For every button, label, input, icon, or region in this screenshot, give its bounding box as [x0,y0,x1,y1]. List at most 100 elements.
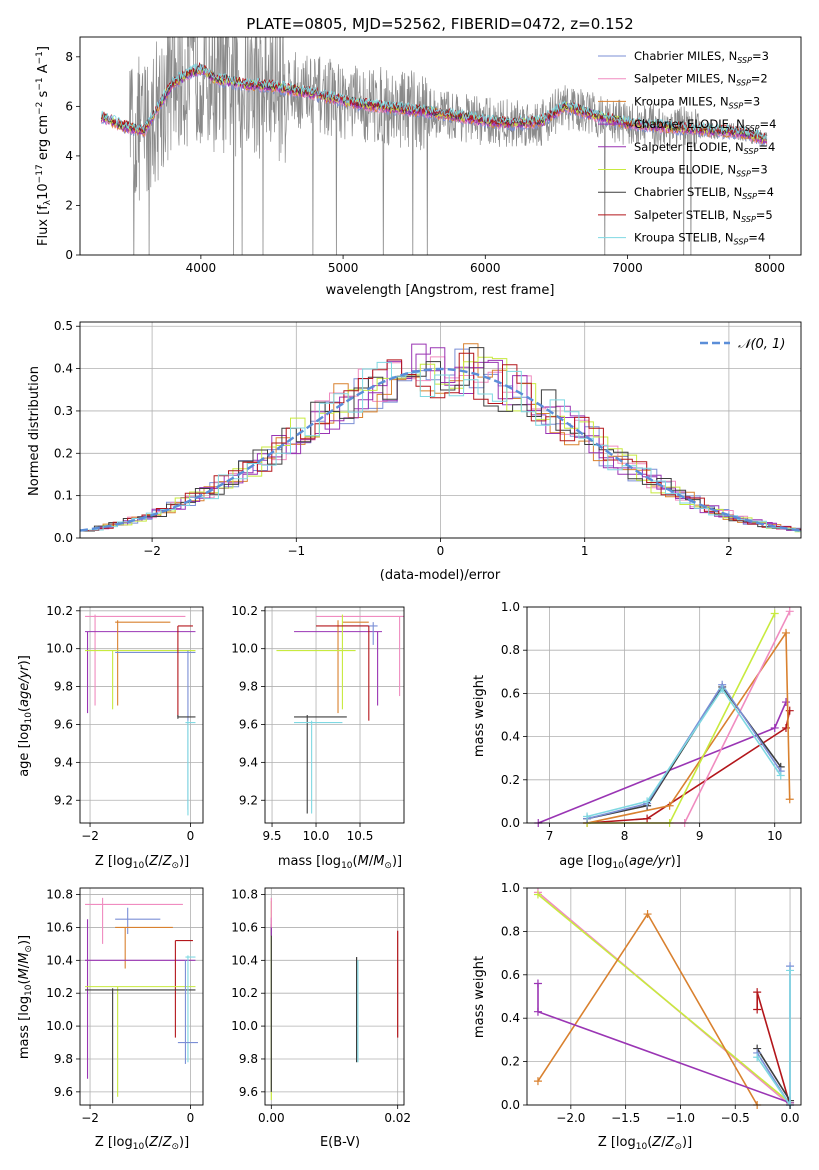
age-z-xlabel: Z [log10(Z/Z⊙)] [95,854,189,871]
y-tick-label: 0.8 [501,643,520,657]
mass-ylabel: mass [log10(M/M⊙)] [17,935,34,1059]
age-vs-mass-panel: 9.5 10.0 10.5 9.2 9.4 9.6 9.8 10.0 10.2 [231,604,405,843]
plot-area [85,614,196,816]
weight-marker [533,1007,542,1016]
weight-line [756,1048,791,1102]
plot-area [85,897,198,1104]
y-tick-label: 0.3 [54,404,73,418]
legend-label: 𝒩(0, 1) [738,337,785,352]
y-tick-label: 2 [65,198,73,212]
weight-line [586,685,782,820]
x-tick-label: 0 [187,829,195,843]
y-tick-label: 10.4 [46,953,73,967]
weight-marker [753,988,762,997]
weight-marker [753,1053,762,1062]
x-tick-label: −1.0 [666,1111,695,1125]
histogram-series [80,347,801,532]
y-tick-label: 1.0 [501,600,520,614]
weight-line [756,970,791,1108]
x-tick-label: 2 [725,544,733,558]
y-tick-label: 9.6 [239,717,258,731]
mass-z-xlabel: Z [log10(Z/Z⊙)] [95,1135,189,1152]
y-tick-label: 10.2 [231,986,258,1000]
plot-area [100,37,768,255]
x-tick-label: 8 [621,829,629,843]
mass-ebv-xlabel: E(B-V) [320,1135,360,1150]
model-line [100,62,768,141]
mw-z-ylabel: mass weight [472,956,487,1038]
x-tick-label: 7000 [612,261,643,275]
residual-panel: −2 −1 0 1 2 0.0 0.1 0.2 0.3 0.4 0.5 𝒩(0, 1) [54,319,802,558]
legend-label: Kroupa ELODIE, NSSP=3 [634,163,768,179]
x-tick-label: 9 [696,829,704,843]
y-tick-label: 6 [65,99,73,113]
y-tick-label: 10.8 [231,888,258,902]
axes-frame [264,606,405,824]
y-tick-label: 0.6 [501,968,520,982]
y-tick-label: 9.8 [54,1052,73,1066]
y-tick-label: 10.4 [231,953,258,967]
weight-marker [718,685,727,694]
axes-frame [264,887,405,1106]
weight-marker [776,771,785,780]
weight-line [586,687,782,818]
axes-frame [79,606,204,824]
legend-label: Salpeter STELIB, NSSP=5 [634,208,773,224]
y-tick-label: 10.0 [46,642,73,656]
y-tick-label: 9.6 [239,1085,258,1099]
histogram-series [84,352,801,531]
x-tick-label: −2 [81,1111,99,1125]
y-tick-label: 10.2 [46,986,73,1000]
y-tick-label: 9.8 [54,680,73,694]
y-tick-label: 1.0 [501,881,520,895]
x-tick-label: 10 [767,829,782,843]
y-tick-label: 9.4 [239,755,258,769]
legend-label: Salpeter MILES, NSSP=2 [634,72,768,88]
weight-marker [533,1077,542,1086]
y-tick-label: 0.4 [501,1011,520,1025]
axes-frame [526,887,802,1106]
y-tick-label: 9.6 [54,717,73,731]
y-tick-label: 9.4 [54,755,73,769]
y-tick-label: 0.4 [54,362,73,376]
x-tick-label: 1 [581,544,589,558]
x-tick-label: −1 [287,544,305,558]
y-tick-label: 0.6 [501,686,520,700]
x-tick-label: 8000 [754,261,785,275]
weight-line [537,893,791,1104]
y-tick-label: 0.2 [501,1055,520,1069]
y-tick-label: 9.2 [239,793,258,807]
y-tick-label: 0 [65,248,73,262]
x-tick-label: 10.0 [303,829,330,843]
weight-line [756,966,791,1108]
residual-ylabel: Normed distribution [27,366,42,496]
age-vs-z-panel: −2 0 9.2 9.4 9.6 9.8 10.0 10.2 [46,604,204,843]
y-tick-label: 9.8 [239,1052,258,1066]
spectrum-xlabel: wavelength [Angstrom, rest frame] [326,283,555,298]
weight-marker [665,801,674,810]
legend-label: Chabrier ELODIE, NSSP=4 [634,117,776,133]
plot-area [533,888,795,1109]
residual-xlabel: (data-model)/error [380,568,501,583]
legend-label: Kroupa STELIB, NSSP=4 [634,231,765,247]
weight-marker [533,979,542,988]
y-tick-label: 10.6 [46,920,73,934]
massweight-vs-z-panel: −2.0 −1.5 −1.0 −0.5 0.0 0.0 0.2 0.4 0.6 0.8 1.0 [501,881,802,1125]
weight-marker [753,1005,762,1014]
y-tick-label: 0.0 [501,1098,520,1112]
x-tick-label: −2.0 [556,1111,585,1125]
spectrum-ylabel: Flux [fλ10−17 erg cm−2 s−1 A−1] [35,46,53,246]
legend-label: Chabrier STELIB, NSSP=4 [634,185,774,201]
gaussian-curve [79,367,802,532]
x-tick-label: 0 [437,544,445,558]
weight-marker [643,797,652,806]
y-tick-label: 0.4 [501,730,520,744]
y-tick-label: 0.1 [54,489,73,503]
mw-age-xlabel: age [log10(age/yr)] [559,854,681,871]
x-tick-label: 4000 [186,261,217,275]
plot-area [534,607,794,827]
y-tick-label: 10.0 [46,1019,73,1033]
spectrum-panel: 4000 5000 6000 7000 8000 0 2 4 6 8 Chabrier MILES,… [65,36,802,275]
mw-z-xlabel: Z [log10(Z/Z⊙)] [598,1135,692,1152]
